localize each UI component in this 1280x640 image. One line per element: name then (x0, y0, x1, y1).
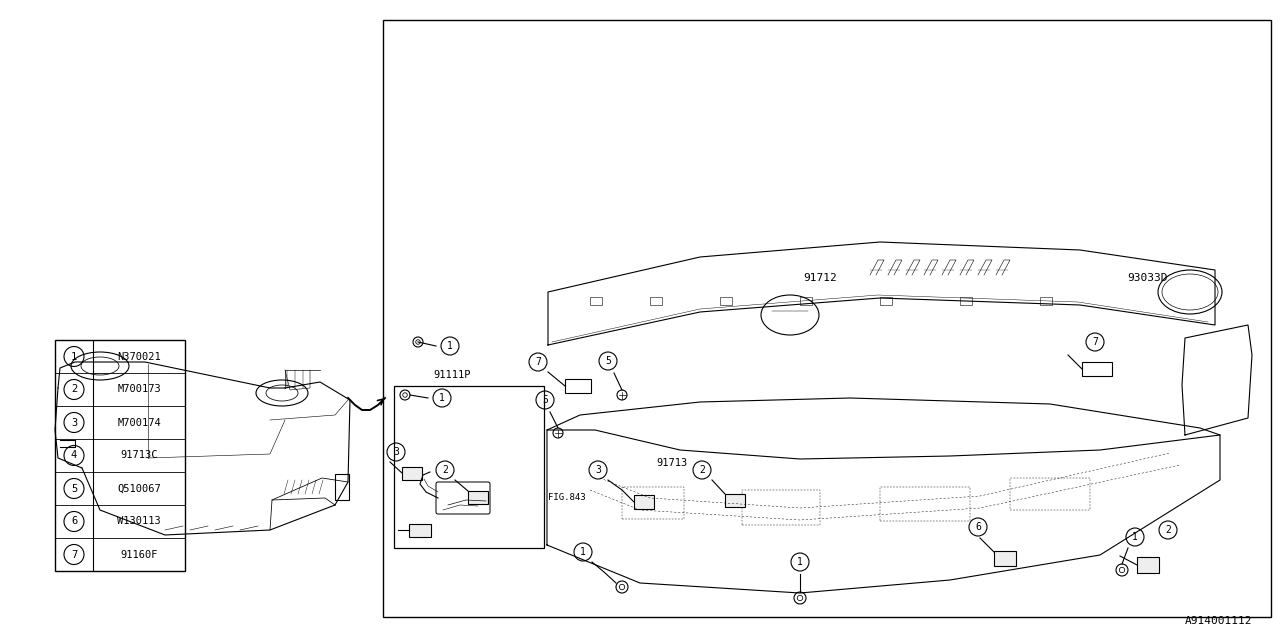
Bar (960, 297, 972, 305)
Bar (721, 297, 732, 305)
Bar (1039, 297, 1052, 305)
Bar (410, 524, 431, 536)
Bar (622, 487, 684, 519)
Text: N370021: N370021 (118, 351, 161, 362)
Text: FIG.843: FIG.843 (548, 493, 586, 502)
Bar (1137, 557, 1158, 573)
Text: W130113: W130113 (118, 516, 161, 527)
Ellipse shape (70, 352, 129, 380)
Text: 1: 1 (439, 393, 445, 403)
Text: M700173: M700173 (118, 385, 161, 394)
Text: 4: 4 (70, 451, 77, 461)
Bar (742, 490, 820, 525)
Bar (564, 379, 591, 393)
Bar (394, 386, 544, 548)
Text: 3: 3 (70, 417, 77, 428)
Text: 6: 6 (975, 522, 980, 532)
Bar (383, 20, 1271, 617)
Text: 3: 3 (595, 465, 600, 475)
Bar (650, 297, 662, 305)
Text: 7: 7 (535, 357, 541, 367)
Bar (995, 550, 1016, 566)
Text: 93033D: 93033D (1128, 273, 1169, 283)
Ellipse shape (1158, 270, 1222, 314)
Ellipse shape (256, 380, 308, 406)
Bar (55, 340, 186, 571)
Bar (468, 490, 488, 504)
Bar (881, 487, 970, 521)
Text: 7: 7 (1092, 337, 1098, 347)
Text: 2: 2 (70, 385, 77, 394)
Text: 91712: 91712 (803, 273, 837, 283)
Bar (800, 297, 812, 305)
Text: 1: 1 (447, 341, 453, 351)
Text: 91713: 91713 (657, 458, 687, 468)
Text: 1: 1 (1132, 532, 1138, 542)
Text: 3: 3 (393, 447, 399, 457)
Bar (402, 467, 422, 479)
Text: 1: 1 (70, 351, 77, 362)
Bar (590, 297, 602, 305)
Text: 2: 2 (442, 465, 448, 475)
Text: 2: 2 (699, 465, 705, 475)
Text: A914001112: A914001112 (1184, 616, 1252, 626)
Text: 6: 6 (70, 516, 77, 527)
Bar (335, 474, 349, 500)
Text: 2: 2 (1165, 525, 1171, 535)
Bar (1010, 478, 1091, 510)
Bar (724, 493, 745, 506)
Text: 7: 7 (70, 550, 77, 559)
Text: M700174: M700174 (118, 417, 161, 428)
Text: 1: 1 (580, 547, 586, 557)
Bar (634, 495, 654, 509)
Text: 5: 5 (605, 356, 611, 366)
Ellipse shape (762, 295, 819, 335)
Bar (1082, 362, 1112, 376)
Text: 91111P: 91111P (433, 370, 471, 380)
Text: Q510067: Q510067 (118, 483, 161, 493)
Text: 91160F: 91160F (120, 550, 157, 559)
Text: 5: 5 (70, 483, 77, 493)
Text: 91713C: 91713C (120, 451, 157, 461)
Text: 5: 5 (541, 395, 548, 405)
Bar (881, 297, 892, 305)
Text: 1: 1 (797, 557, 803, 567)
